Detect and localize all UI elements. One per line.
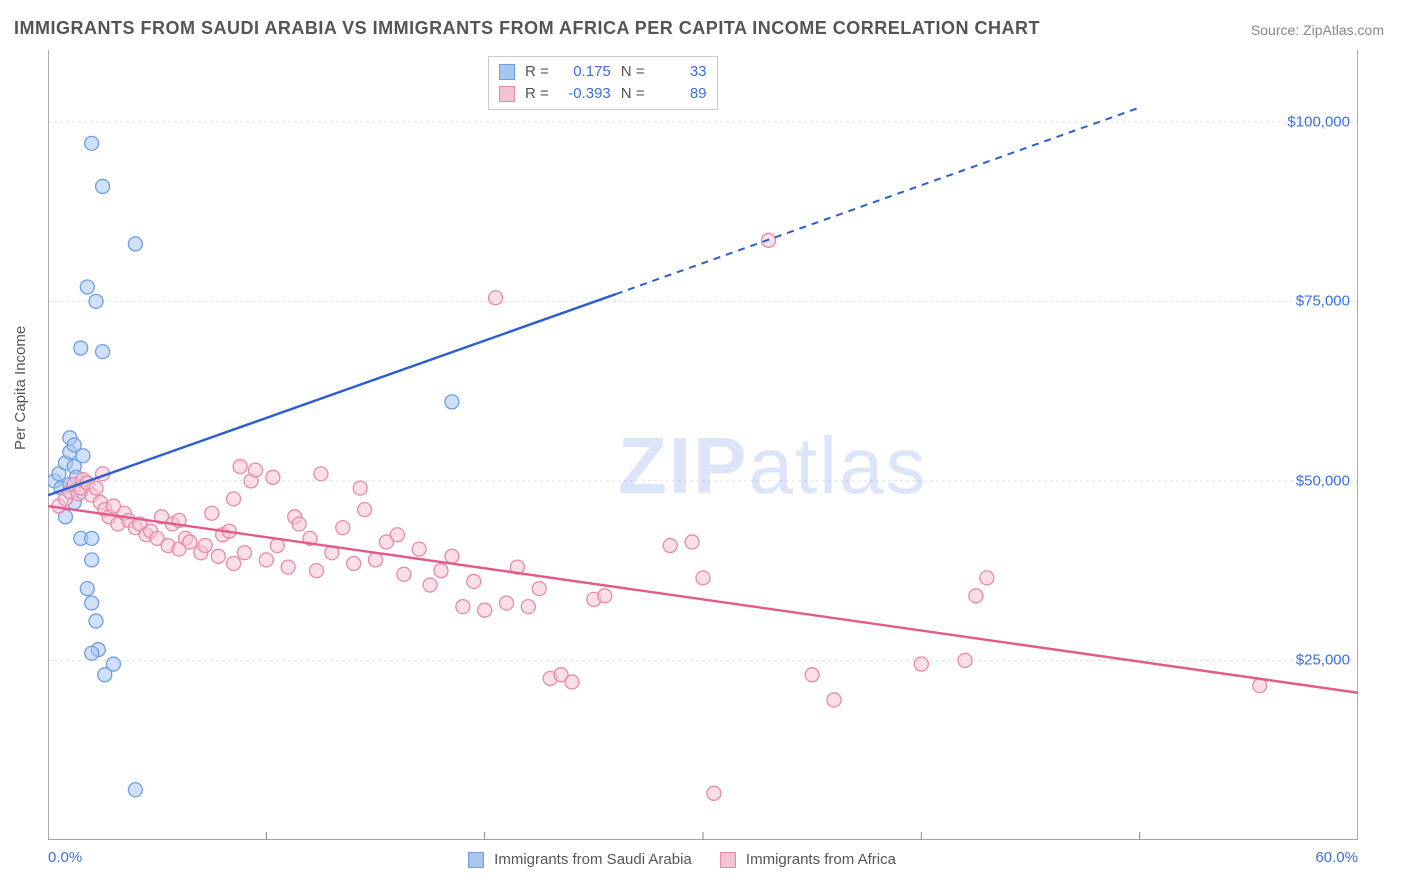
legend-swatch-saudi-icon	[468, 852, 484, 868]
y-tick-label: $25,000	[1296, 652, 1350, 669]
legend-swatch-africa	[499, 86, 515, 102]
y-axis-label: Per Capita Income	[12, 326, 29, 450]
chart-title: IMMIGRANTS FROM SAUDI ARABIA VS IMMIGRAN…	[14, 18, 1040, 39]
legend-item-africa: Immigrants from Africa	[720, 851, 896, 868]
y-tick-label: $100,000	[1287, 113, 1350, 130]
y-tick-label: $75,000	[1296, 293, 1350, 310]
legend-bottom: Immigrants from Saudi Arabia Immigrants …	[468, 851, 896, 868]
x-axis-max-label: 60.0%	[1315, 849, 1358, 866]
y-tick-label: $50,000	[1296, 472, 1350, 489]
legend-label-africa: Immigrants from Africa	[746, 851, 896, 868]
chart-area: ZIPatlas Per Capita Income $25,000$50,00…	[48, 50, 1358, 840]
legend-stats-row-saudi: R = 0.175 N = 33	[499, 61, 707, 83]
scatter-plot	[48, 50, 1358, 840]
legend-swatch-saudi	[499, 64, 515, 80]
legend-item-saudi: Immigrants from Saudi Arabia	[468, 851, 692, 868]
legend-stats-row-africa: R = -0.393 N = 89	[499, 83, 707, 105]
x-axis-min-label: 0.0%	[48, 849, 82, 866]
source-attribution: Source: ZipAtlas.com	[1251, 22, 1384, 38]
legend-swatch-africa-icon	[720, 852, 736, 868]
legend-label-saudi: Immigrants from Saudi Arabia	[494, 851, 692, 868]
legend-stats: R = 0.175 N = 33 R = -0.393 N = 89	[488, 56, 718, 110]
